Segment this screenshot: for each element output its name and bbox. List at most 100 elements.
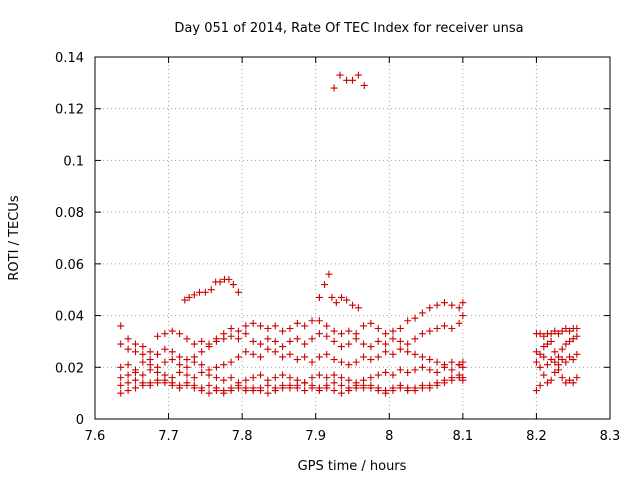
data-point (308, 317, 316, 325)
data-point (404, 317, 412, 325)
data-point (354, 304, 362, 312)
data-point (455, 319, 463, 327)
data-point (227, 358, 235, 366)
data-point (146, 366, 154, 374)
x-tick-label: 7.7 (158, 429, 179, 444)
data-point (308, 335, 316, 343)
data-point (540, 353, 548, 361)
data-point (433, 301, 441, 309)
data-point (279, 343, 287, 351)
data-point (569, 356, 577, 364)
data-point (146, 348, 154, 356)
data-point (411, 350, 419, 358)
data-points (117, 71, 581, 397)
data-point (558, 374, 566, 382)
data-point (124, 345, 132, 353)
data-point (337, 330, 345, 338)
data-point (212, 337, 220, 345)
data-point (562, 358, 570, 366)
data-point (389, 371, 397, 379)
data-point (562, 379, 570, 387)
data-point (330, 327, 338, 335)
data-point (336, 71, 344, 79)
data-point (374, 337, 382, 345)
x-tick-label: 8.1 (453, 429, 474, 444)
data-point (337, 343, 345, 351)
data-point (176, 368, 184, 376)
y-tick-label: 0.04 (55, 310, 84, 325)
data-point (183, 363, 191, 371)
data-point (323, 332, 331, 340)
data-point (337, 389, 345, 397)
data-point (139, 358, 147, 366)
data-point (301, 387, 309, 395)
data-point (301, 379, 309, 387)
data-point (124, 371, 132, 379)
data-point (257, 387, 265, 395)
data-point (227, 374, 235, 382)
data-point (190, 374, 198, 382)
data-point (337, 381, 345, 389)
data-point (249, 384, 257, 392)
data-point (418, 353, 426, 361)
data-point (382, 389, 390, 397)
data-point (558, 345, 566, 353)
data-point (181, 296, 189, 304)
data-point (459, 376, 467, 384)
data-point (139, 371, 147, 379)
data-point (330, 379, 338, 387)
data-point (286, 350, 294, 358)
data-point (205, 343, 213, 351)
data-point (220, 376, 228, 384)
data-point (551, 327, 559, 335)
data-point (396, 345, 404, 353)
data-point (257, 371, 265, 379)
data-point (271, 337, 279, 345)
data-point (257, 340, 265, 348)
data-point (352, 384, 360, 392)
data-point (264, 381, 272, 389)
data-point (433, 381, 441, 389)
data-point (168, 348, 176, 356)
data-point (558, 356, 566, 364)
data-point (205, 381, 213, 389)
data-point (323, 374, 331, 382)
data-point (555, 330, 562, 338)
data-point (448, 366, 456, 374)
x-tick-label: 7.8 (232, 429, 253, 444)
data-point (418, 381, 426, 389)
data-point (566, 353, 574, 361)
data-point (315, 387, 323, 395)
data-point (249, 374, 257, 382)
data-point (367, 319, 375, 327)
data-point (345, 327, 353, 335)
data-point (216, 278, 224, 286)
data-point (293, 335, 301, 343)
data-point (367, 343, 375, 351)
data-point (176, 361, 184, 369)
data-point (448, 325, 456, 332)
data-point (168, 381, 176, 389)
data-point (198, 361, 206, 369)
data-point (271, 348, 279, 356)
data-point (117, 389, 125, 397)
data-point (293, 356, 301, 364)
data-point (360, 322, 368, 330)
data-point (448, 376, 456, 384)
data-point (308, 358, 316, 366)
data-point (345, 361, 353, 369)
data-point (271, 374, 279, 382)
data-point (330, 337, 338, 345)
data-point (354, 71, 362, 79)
data-point (551, 348, 559, 356)
data-point (190, 340, 198, 348)
data-point (279, 353, 287, 361)
data-point (257, 353, 265, 361)
data-point (540, 332, 548, 340)
data-point (124, 387, 132, 395)
data-point (323, 350, 331, 358)
data-point (212, 374, 220, 382)
data-point (234, 384, 242, 392)
data-point (225, 275, 233, 283)
data-point (293, 319, 301, 327)
